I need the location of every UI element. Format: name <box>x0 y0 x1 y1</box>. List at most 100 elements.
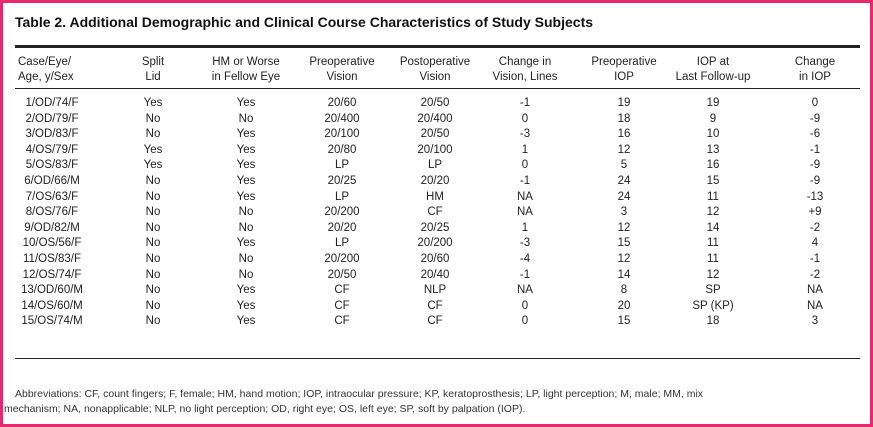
table-cell: HM <box>426 190 444 203</box>
table-cell: CF <box>427 206 443 219</box>
table-cell: 20 <box>617 299 631 312</box>
table-cell: NA <box>517 206 533 219</box>
table-cell: Yes <box>236 299 256 312</box>
table-cell: LP <box>334 190 350 203</box>
table-cell: CF <box>334 315 350 328</box>
table-cell: 20/20 <box>327 221 357 234</box>
header-cell: IOP at <box>696 56 730 68</box>
table-cell: 11 <box>707 253 719 265</box>
header-cell: Preoperative <box>591 56 657 68</box>
table-cell: No <box>145 112 161 125</box>
table-cell: 12 <box>617 143 631 156</box>
table-cell: -9 <box>809 112 821 125</box>
table-cell: -1 <box>809 143 821 156</box>
table-cell: 20/200 <box>324 253 360 265</box>
table-cell: 20/100 <box>324 128 360 141</box>
table-cell: CF <box>334 299 350 312</box>
table-cell: 20/80 <box>327 143 357 156</box>
table-cell: -1 <box>809 253 821 265</box>
footnote: Abbreviations: CF, count fingers; F, fem… <box>15 388 704 400</box>
table-cell: -1 <box>519 268 531 281</box>
table-cell: 10/OS/56/F <box>22 237 82 250</box>
table-cell: 12 <box>617 221 631 234</box>
table-cell: Yes <box>236 128 256 141</box>
header-cell: in IOP <box>799 71 831 83</box>
table-cell: NA <box>807 299 823 312</box>
table-cell: 0 <box>811 97 819 109</box>
table-cell: 10 <box>706 128 720 141</box>
table-cell: No <box>238 221 254 234</box>
table-cell: LP <box>427 159 443 172</box>
table-cell: No <box>238 112 254 125</box>
table-cell: 20/200 <box>417 237 453 250</box>
header-cell: Case/Eye/ <box>18 56 72 68</box>
table-cell: 1 <box>521 143 529 156</box>
header-cell: Age, y/Sex <box>18 71 74 83</box>
table-cell: 20/25 <box>327 175 357 187</box>
table-cell: 6/OD/66/M <box>24 175 80 187</box>
table-cell: 20/200 <box>324 206 360 219</box>
table-cell: -1 <box>519 97 531 109</box>
table-cell: 12 <box>617 253 631 265</box>
table-cell: Yes <box>143 159 163 172</box>
table-cell: 20/400 <box>324 112 360 125</box>
table-cell: No <box>145 175 161 187</box>
table-cell: CF <box>427 315 443 328</box>
table-cell: 9 <box>709 112 717 125</box>
table-cell: 20/60 <box>327 97 357 109</box>
table-cell: No <box>145 315 161 328</box>
table-cell: LP <box>334 159 350 172</box>
table-cell: 8 <box>620 284 628 297</box>
table-cell: Yes <box>143 97 163 109</box>
table-cell: No <box>145 221 161 234</box>
table-cell: SP (KP) <box>692 299 734 312</box>
table-cell: 16 <box>617 128 631 141</box>
table-cell: No <box>145 128 161 141</box>
table-cell: 20/100 <box>417 143 453 156</box>
bottom-rule <box>15 358 860 359</box>
table-cell: NA <box>807 284 823 297</box>
table-cell: 0 <box>521 112 529 125</box>
table-cell: No <box>145 190 161 203</box>
header-cell: Preoperative <box>309 56 375 68</box>
table-cell: 12 <box>706 268 720 281</box>
table-cell: No <box>145 299 161 312</box>
table-cell: -9 <box>809 175 821 187</box>
table-cell: No <box>145 206 161 219</box>
table-cell: -4 <box>519 253 531 265</box>
table-cell: No <box>145 253 161 265</box>
table-cell: NA <box>517 190 533 203</box>
table-cell: 24 <box>617 175 631 187</box>
table-cell: Yes <box>236 237 256 250</box>
table-cell: 20/40 <box>420 268 450 281</box>
table-cell: 11/OS/83/F <box>23 253 81 265</box>
table-cell: 20/50 <box>420 128 450 141</box>
header-cell: Split <box>141 56 165 68</box>
header-cell: HM or Worse <box>212 56 280 68</box>
table-cell: +9 <box>808 206 822 219</box>
table-cell: -6 <box>809 128 821 141</box>
header-cell: IOP <box>614 71 634 83</box>
table-cell: -1 <box>519 175 531 187</box>
footnote: mechanism; NA, nonapplicable; NLP, no li… <box>4 403 526 415</box>
header-cell: in Fellow Eye <box>211 71 281 83</box>
table-cell: 8/OS/76/F <box>25 206 79 219</box>
table-cell: No <box>145 237 161 250</box>
table-cell: 13/OD/60/M <box>21 284 83 297</box>
table-cell: Yes <box>236 97 256 109</box>
table-cell: 1 <box>521 221 529 234</box>
table-cell: No <box>238 206 254 219</box>
table-cell: 11 <box>707 237 719 250</box>
table-cell: No <box>238 253 254 265</box>
table-cell: 5 <box>620 159 628 172</box>
table-cell: 19 <box>706 97 720 109</box>
table-cell: 20/60 <box>420 253 450 265</box>
table-cell: Yes <box>236 315 256 328</box>
table-cell: 20/50 <box>327 268 357 281</box>
table-cell: 20/25 <box>420 221 450 234</box>
table-cell: 13 <box>706 143 720 156</box>
table-cell: 14 <box>617 268 631 281</box>
table-cell: 18 <box>617 112 631 125</box>
table-cell: 9/OD/82/M <box>24 221 80 234</box>
